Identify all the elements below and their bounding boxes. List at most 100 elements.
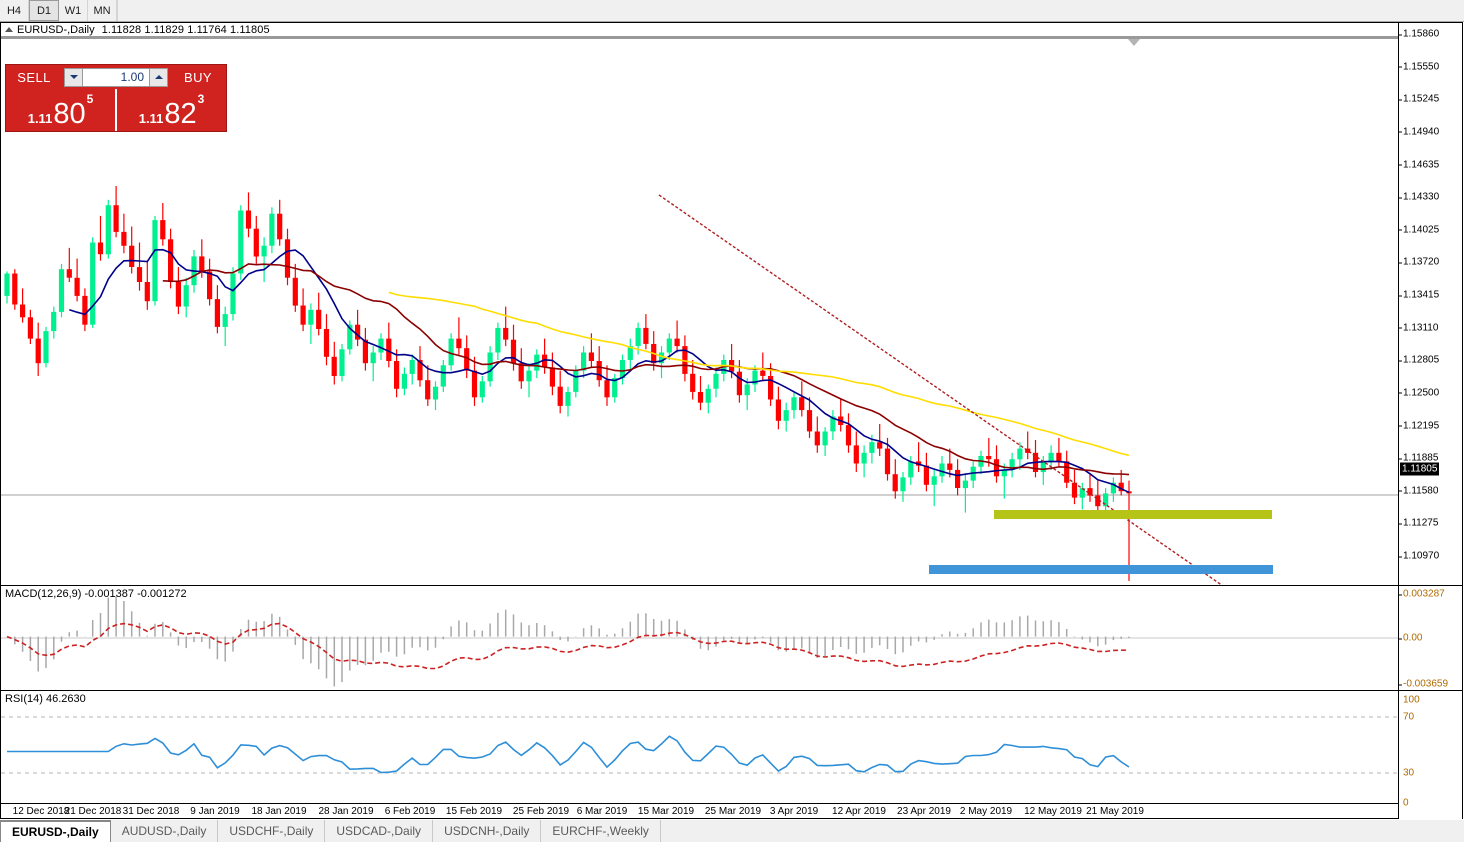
volume-input[interactable]: 1.00 [83, 67, 149, 87]
candle-body [1118, 482, 1124, 492]
date-tick: 15 Feb 2019 [445, 806, 503, 817]
candle-body [768, 376, 774, 400]
price-tick: 1.11275 [1399, 518, 1438, 529]
macd-signal-line [6, 622, 1130, 670]
tick-dash [1399, 594, 1402, 595]
trading-panel-prices: 1.11 80 5 1.11 82 3 [6, 89, 226, 131]
candle-body [409, 360, 415, 374]
macd-chart-svg [1, 596, 1400, 687]
trading-panel-top-row: SELL 1.00 BUY [6, 65, 226, 89]
candle-body [269, 213, 275, 246]
buy-price-fraction: 3 [197, 92, 205, 106]
candle-body [316, 309, 322, 329]
rsi-scale[interactable]: 100 70 30 0 [1398, 691, 1462, 819]
timeframe-h4[interactable]: H4 [0, 0, 29, 21]
candle-body [705, 388, 711, 403]
date-tick: 2 May 2019 [959, 806, 1013, 817]
chevron-up-icon [154, 75, 163, 79]
symbol-tab-usdcad[interactable]: USDCAD-,Daily [325, 820, 434, 842]
price-tick: 1.15860 [1399, 29, 1439, 40]
candle-body [129, 245, 135, 267]
candle-body [66, 269, 72, 278]
symbol-tab-eurusd[interactable]: EURUSD-,Daily [0, 820, 111, 842]
candle-body [362, 339, 368, 364]
timeframe-mn[interactable]: MN [88, 0, 117, 21]
timeframe-d1[interactable]: D1 [29, 0, 59, 21]
candle-body [635, 327, 641, 346]
candle-body [20, 304, 26, 318]
candle-body [931, 476, 937, 485]
tick-dash [1399, 392, 1402, 394]
candle-body [487, 352, 493, 382]
date-tick: 12 Apr 2019 [832, 806, 886, 817]
candle-body [292, 277, 298, 306]
sell-price-button[interactable]: 1.11 80 5 [6, 89, 115, 131]
sell-button[interactable]: SELL [17, 69, 51, 85]
candle-body [542, 354, 548, 368]
symbol-tab-usdcnh[interactable]: USDCNH-,Daily [433, 820, 542, 842]
price-tick: 1.14025 [1399, 224, 1439, 235]
date-tick: 9 Jan 2019 [190, 806, 240, 817]
tick-dash [1399, 490, 1402, 492]
candlestick-series [4, 186, 1132, 581]
volume-increase-button[interactable] [149, 67, 168, 87]
date-tick: 12 May 2019 [1024, 806, 1082, 817]
candle-body [1009, 459, 1015, 470]
chart-position-marker-icon[interactable] [1128, 39, 1140, 46]
candle-body [74, 277, 80, 296]
price-scale[interactable]: 1.15860 1.15550 1.15245 1.14940 1.14635 1.143… [1398, 23, 1462, 585]
price-tick: 1.11580 [1399, 485, 1438, 496]
triangle-up-icon[interactable] [5, 27, 13, 32]
symbol-tab-audusd[interactable]: AUDUSD-,Daily [111, 820, 219, 842]
candle-body [814, 431, 820, 446]
volume-decrease-button[interactable] [64, 67, 83, 87]
candle-body [526, 370, 532, 382]
candle-body [464, 348, 470, 371]
macd-scale[interactable]: 0.003287 0.00 -0.003659 [1398, 586, 1462, 690]
price-tick: 1.12805 [1399, 355, 1439, 366]
rsi-chart-svg [1, 716, 1400, 774]
price-tick: 1.11885 [1399, 453, 1438, 464]
buy-button[interactable]: BUY [184, 69, 212, 85]
one-click-trading-panel[interactable]: SELL 1.00 BUY 1.11 80 5 [5, 64, 227, 132]
candle-body [97, 242, 104, 255]
candle-body [986, 456, 992, 460]
date-tick: 21 May 2019 [1086, 806, 1144, 817]
candle-body [884, 448, 891, 475]
tick-dash [1399, 638, 1402, 639]
candle-body [799, 397, 805, 411]
candle-body [432, 386, 439, 400]
price-tick: 1.13415 [1399, 290, 1439, 301]
price-chart-svg [1, 186, 1400, 585]
tick-dash [1399, 458, 1402, 460]
tick-dash [1399, 262, 1402, 264]
candle-body [627, 346, 633, 360]
macd-pane[interactable]: MACD(12,26,9) -0.001387 -0.001272 [1, 586, 1400, 690]
ma-fast-line [69, 248, 1130, 494]
price-pane[interactable] [1, 49, 1400, 585]
candle-body [744, 384, 750, 396]
date-tick: 21 Dec 2018 [64, 806, 122, 817]
candle-body [853, 445, 859, 464]
rsi-pane[interactable]: RSI(14) 46.2630 [1, 691, 1400, 803]
candle-body [1095, 495, 1101, 507]
buy-price-button[interactable]: 1.11 82 3 [115, 89, 226, 131]
price-tick: 1.14940 [1399, 126, 1439, 137]
top-separator-line [1, 37, 1400, 39]
candle-body [830, 416, 836, 432]
date-axis[interactable]: 12 Dec 2018 21 Dec 2018 31 Dec 2018 9 Jan 2… [1, 803, 1400, 820]
symbol-tab-eurchf[interactable]: EURCHF-,Weekly [541, 820, 661, 842]
price-tick: 1.12195 [1399, 420, 1439, 431]
rsi-tick: 100 [1403, 694, 1420, 706]
resistance-zone-band [994, 510, 1272, 519]
candle-body [962, 480, 968, 489]
symbol-tab-usdchf[interactable]: USDCHF-,Daily [218, 820, 326, 842]
candle-body [394, 361, 400, 389]
buy-price-big: 82 [164, 98, 197, 130]
date-tick: 28 Jan 2019 [318, 806, 374, 817]
timeframe-w1[interactable]: W1 [59, 0, 88, 21]
macd-tick: -0.003659 [1399, 679, 1448, 690]
volume-stepper[interactable]: 1.00 [64, 67, 168, 87]
candle-body [121, 231, 127, 246]
candle-body [760, 370, 766, 376]
